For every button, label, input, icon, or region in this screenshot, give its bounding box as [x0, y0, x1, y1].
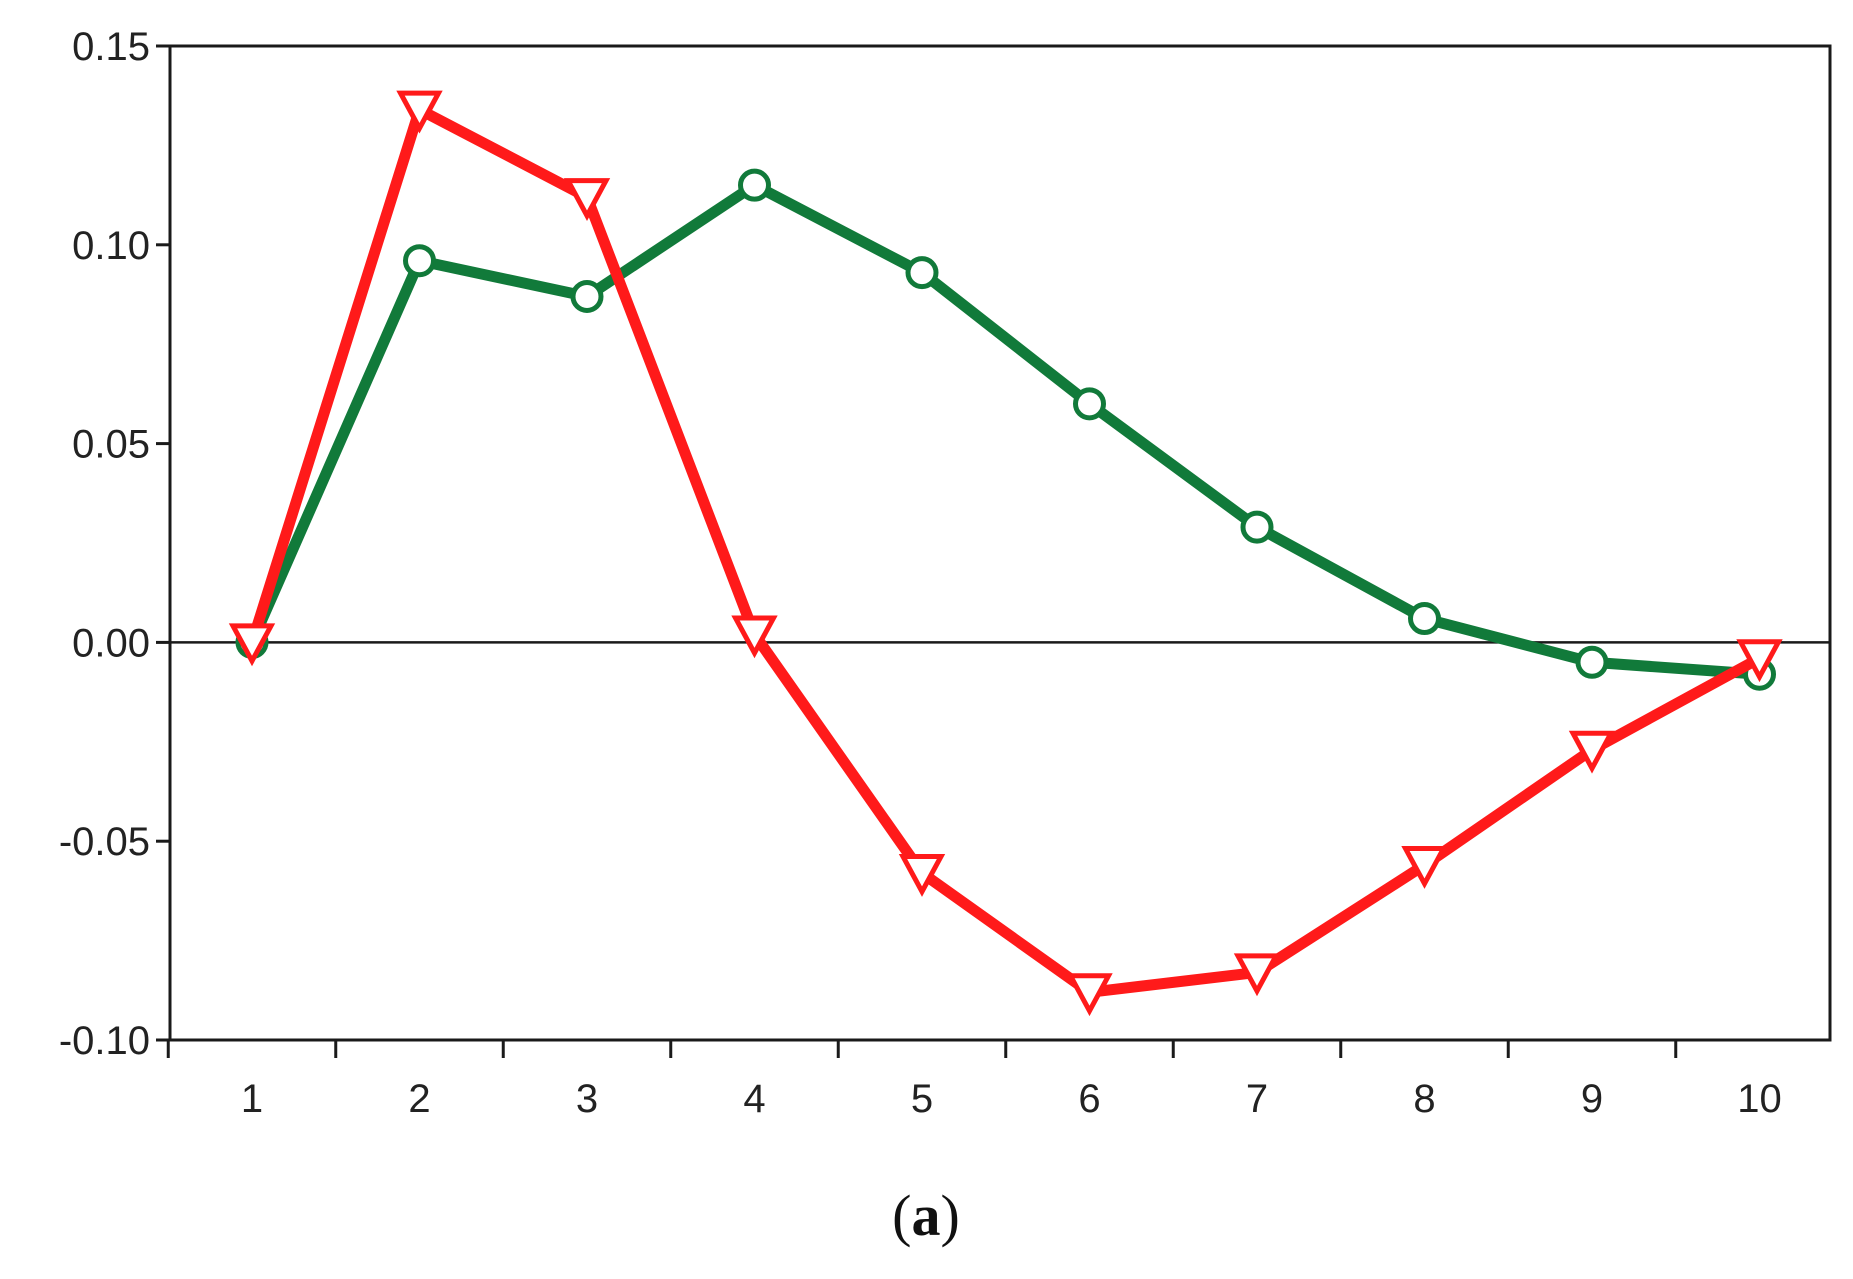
circle-point — [1408, 602, 1441, 636]
x-tick-label: 1 — [241, 1077, 263, 1121]
x-tick-label: 2 — [408, 1077, 430, 1121]
x-tick-label: 10 — [1737, 1077, 1782, 1121]
series-1 — [235, 168, 1776, 691]
circle-point — [1240, 510, 1274, 544]
caption-open-paren: ( — [892, 1183, 911, 1248]
series-layer — [228, 90, 1783, 1017]
triangle-point — [1736, 639, 1783, 683]
y-tick-label: -0.05 — [59, 820, 150, 864]
plot-frame — [168, 44, 1832, 1042]
circle-point — [403, 244, 436, 278]
triangle-point — [898, 854, 946, 897]
series-line-2 — [246, 104, 1765, 998]
x-tick-label: 4 — [743, 1077, 765, 1121]
circle-point — [1575, 645, 1609, 679]
x-tick-label: 9 — [1581, 1077, 1603, 1121]
circle-point — [570, 279, 604, 313]
series-2 — [228, 90, 1783, 1017]
circle-point — [905, 256, 939, 290]
caption-close-paren: ) — [941, 1183, 960, 1248]
y-tick-label: 0.15 — [72, 25, 150, 69]
x-tick-label: 7 — [1246, 1077, 1268, 1121]
y-tick-label: -0.10 — [59, 1019, 150, 1063]
series-line-1 — [246, 179, 1765, 680]
triangle-point — [396, 90, 443, 134]
figure-caption: (a) — [892, 1183, 960, 1248]
y-axis-ticks: 0.15 0.10 0.05 0.00 -0.05 -0.10 — [59, 25, 170, 1063]
x-tick-label: 8 — [1413, 1077, 1435, 1121]
caption-letter: a — [912, 1183, 941, 1248]
triangle-point — [731, 615, 778, 659]
y-tick-label: 0.10 — [72, 224, 150, 268]
triangle-point — [1233, 953, 1281, 997]
triangle-point — [1066, 973, 1113, 1017]
axes — [168, 44, 1832, 1042]
circle-point — [738, 168, 771, 202]
x-tick-label: 3 — [576, 1077, 598, 1121]
triangle-point — [563, 178, 611, 221]
x-tick-label: 6 — [1078, 1077, 1100, 1121]
circle-point — [1073, 387, 1106, 421]
triangle-point — [1568, 730, 1616, 774]
triangle-point — [1401, 846, 1448, 889]
x-tick-label: 5 — [911, 1077, 933, 1121]
x-axis-ticks: 1 2 3 4 5 6 7 8 9 10 — [166, 1040, 1782, 1121]
y-tick-label: 0.00 — [72, 621, 150, 665]
triangle-point — [228, 623, 276, 667]
y-tick-label: 0.05 — [72, 423, 150, 467]
